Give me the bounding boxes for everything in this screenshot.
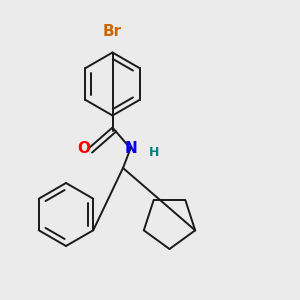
Text: Br: Br [103, 24, 122, 39]
Text: O: O [77, 141, 90, 156]
Text: N: N [124, 141, 137, 156]
Text: H: H [148, 146, 159, 159]
